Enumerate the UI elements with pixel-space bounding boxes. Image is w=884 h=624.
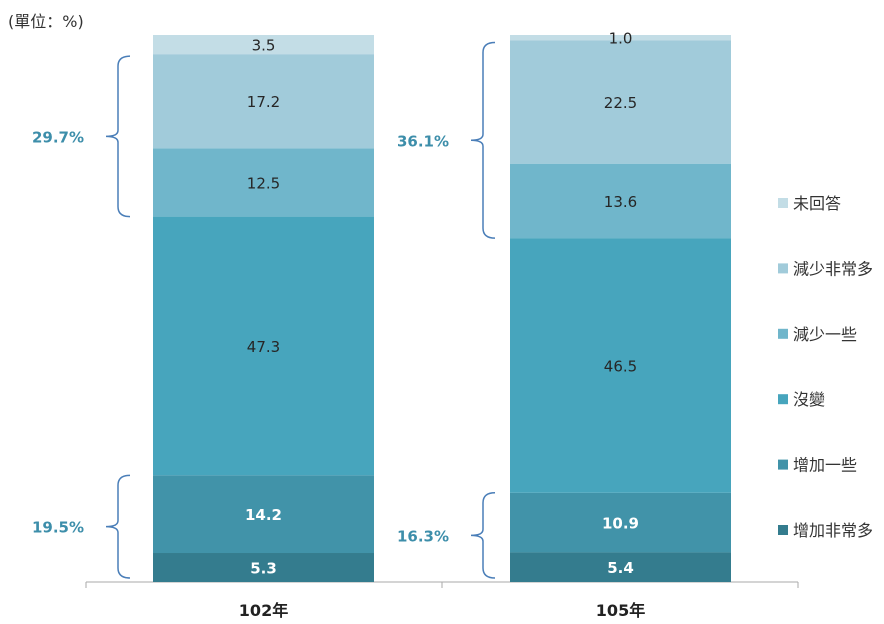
- data-label-1-4: 12.5: [247, 174, 280, 192]
- data-label-2-2: 10.9: [602, 515, 639, 533]
- data-label-1-3: 47.3: [247, 338, 280, 356]
- bracket-2: [105, 474, 131, 579]
- legend-label-6: 增加非常多: [793, 521, 873, 540]
- legend-label-5: 增加一些: [793, 456, 857, 475]
- category-label-1: 102年: [239, 601, 288, 620]
- data-label-1-6: 3.5: [252, 37, 276, 55]
- bracket-label-4: 16.3%: [397, 527, 449, 545]
- legend-swatch-3: [778, 328, 788, 339]
- bar-segment-2-4: [510, 163, 731, 239]
- bar-segment-1-4: [153, 148, 374, 217]
- legend-swatch-5: [778, 459, 788, 470]
- bar-segment-2-6: [510, 35, 731, 41]
- legend-label-3: 減少一些: [793, 325, 857, 344]
- data-label-2-4: 13.6: [604, 193, 637, 211]
- data-label-1-1: 5.3: [250, 560, 277, 578]
- bar-segment-1-1: [153, 553, 374, 582]
- legend-swatch-6: [778, 525, 788, 535]
- legend-swatch-1: [778, 198, 788, 208]
- bar-segment-2-3: [510, 238, 731, 493]
- data-label-1-5: 17.2: [247, 93, 280, 111]
- legend-label-4: 沒變: [793, 390, 825, 409]
- bar-segment-2-2: [510, 492, 731, 553]
- bracket-label-2: 19.5%: [32, 519, 84, 537]
- legend-swatch-2: [778, 263, 788, 274]
- legend-label-2: 減少非常多: [793, 259, 873, 278]
- bracket-1: [105, 55, 131, 218]
- legend-label-1: 未回答: [793, 194, 841, 213]
- category-label-2: 105年: [596, 601, 645, 620]
- legend-swatch-4: [778, 394, 788, 405]
- bracket-label-1: 29.7%: [32, 128, 84, 146]
- data-label-2-6: 1.0: [609, 30, 633, 48]
- bar-segment-1-2: [153, 475, 374, 554]
- data-label-2-3: 46.5: [604, 357, 637, 375]
- bar-segment-1-3: [153, 216, 374, 476]
- bar-segment-2-1: [510, 552, 731, 582]
- bar-segment-1-6: [153, 35, 374, 55]
- bracket-3: [470, 41, 496, 239]
- bar-segment-2-5: [510, 40, 731, 164]
- unit-label: (單位：%): [8, 12, 84, 31]
- data-label-2-5: 22.5: [604, 94, 637, 112]
- data-label-2-1: 5.4: [607, 559, 634, 577]
- data-label-1-2: 14.2: [245, 506, 282, 524]
- bracket-4: [470, 492, 496, 579]
- bar-segment-1-5: [153, 54, 374, 149]
- bracket-label-3: 36.1%: [397, 132, 449, 150]
